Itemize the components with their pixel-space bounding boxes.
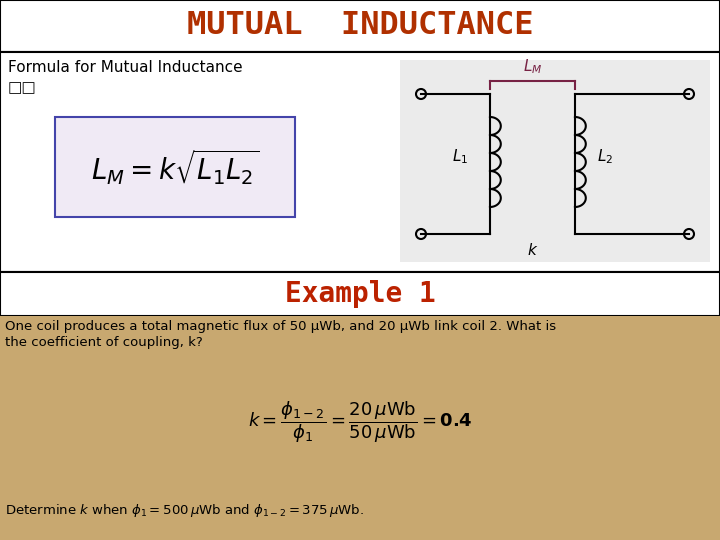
Text: $L_M$: $L_M$ xyxy=(523,57,542,76)
Text: Formula for Mutual Inductance: Formula for Mutual Inductance xyxy=(8,60,243,75)
Bar xyxy=(0,0,720,52)
Bar xyxy=(0,316,720,540)
Text: $k = \dfrac{\phi_{1-2}}{\phi_1} = \dfrac{20\,\mu\mathrm{Wb}}{50\,\mu\mathrm{Wb}}: $k = \dfrac{\phi_{1-2}}{\phi_1} = \dfrac… xyxy=(248,399,472,445)
Text: $L_M = k\sqrt{L_1L_2}$: $L_M = k\sqrt{L_1L_2}$ xyxy=(91,147,259,187)
Text: □□: □□ xyxy=(8,80,37,95)
Text: $L_2$: $L_2$ xyxy=(597,147,613,166)
Bar xyxy=(0,52,720,272)
Text: Example 1: Example 1 xyxy=(284,280,436,308)
Text: One coil produces a total magnetic flux of 50 μWb, and 20 μWb link coil 2. What : One coil produces a total magnetic flux … xyxy=(5,320,556,333)
Text: $L_1$: $L_1$ xyxy=(451,147,468,166)
Bar xyxy=(400,60,710,262)
Text: Determine $k$ when $\phi_1 = 500\,\mu$Wb and $\phi_{1-2} = 375\,\mu$Wb.: Determine $k$ when $\phi_1 = 500\,\mu$Wb… xyxy=(5,502,364,519)
Bar xyxy=(0,272,720,316)
Bar xyxy=(55,117,295,217)
Text: the coefficient of coupling, k?: the coefficient of coupling, k? xyxy=(5,336,203,349)
Text: $k$: $k$ xyxy=(527,242,538,258)
Text: MUTUAL  INDUCTANCE: MUTUAL INDUCTANCE xyxy=(186,10,534,42)
